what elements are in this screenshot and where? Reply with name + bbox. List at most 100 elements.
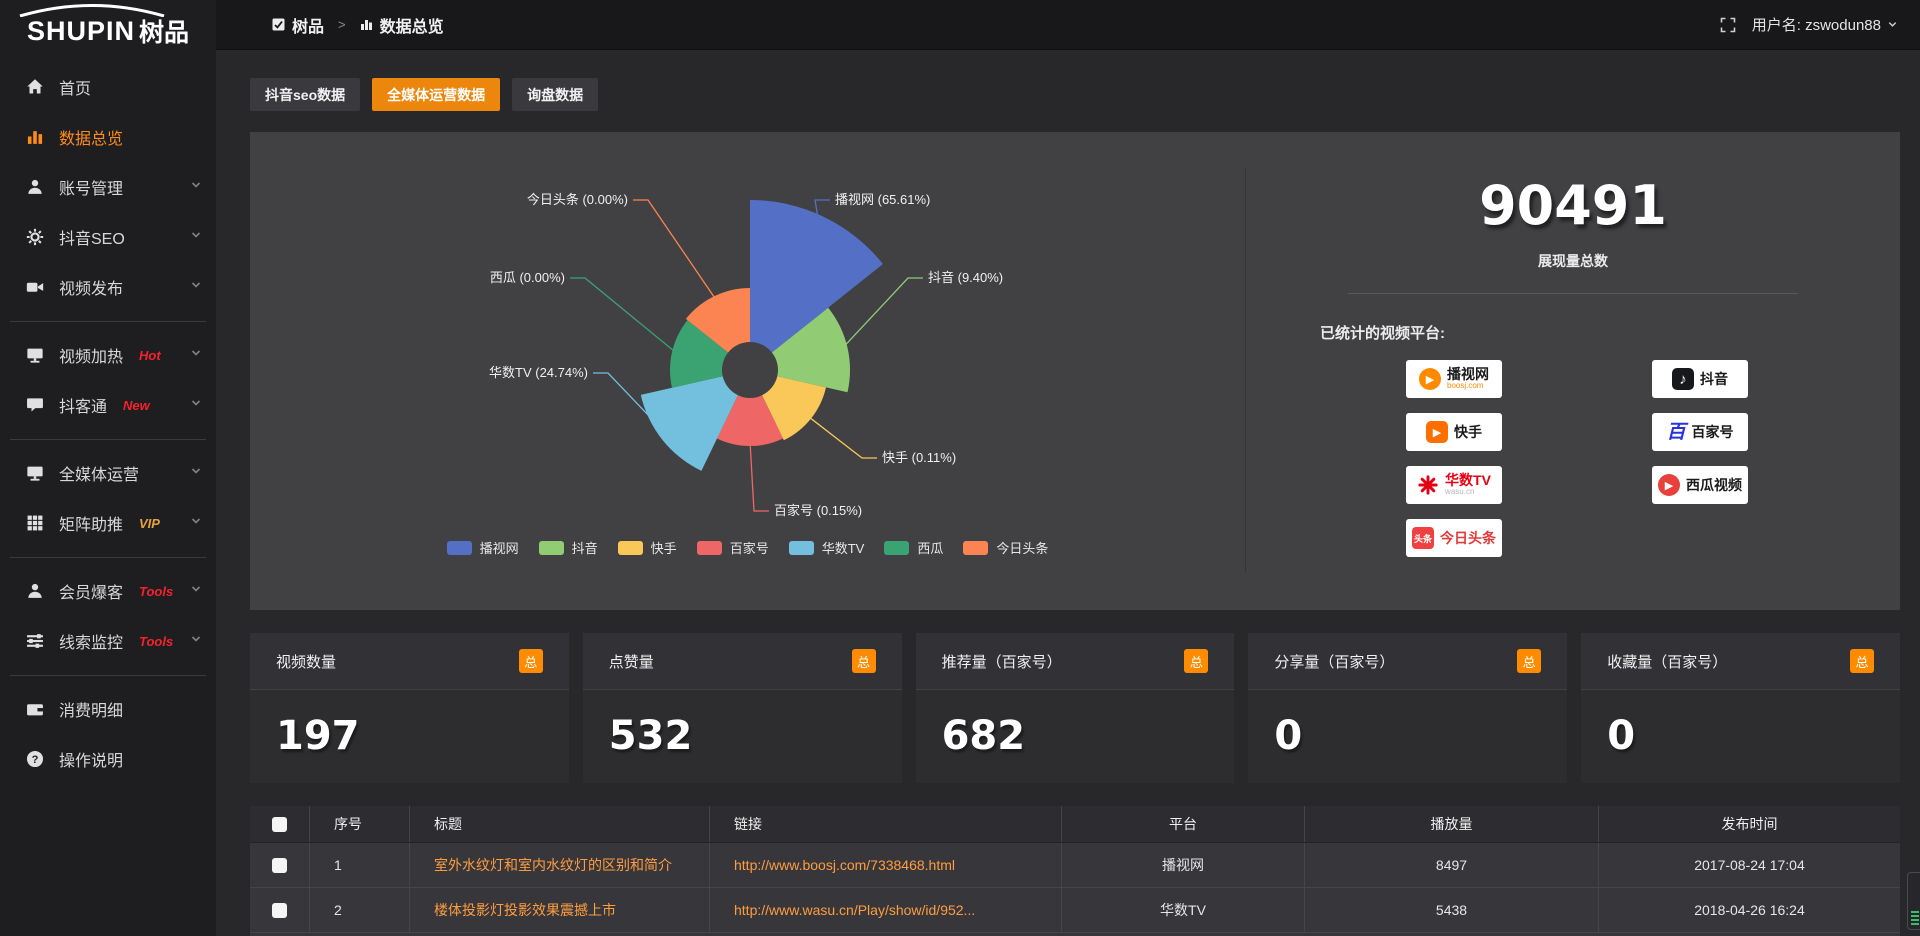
table-header-platform: 平台 — [1062, 806, 1305, 842]
wallet-icon — [26, 700, 44, 718]
platform-column: ▶ 播视网 boosj.com ▶ 快手 华数TV wasu.cn 头条 今日头条 — [1406, 360, 1502, 557]
legend-item-华数TV[interactable]: 华数TV — [788, 538, 864, 557]
select-all-checkbox[interactable] — [272, 816, 287, 832]
platform-name: 华数TV — [1445, 472, 1491, 489]
tab-bar: 抖音seo数据 全媒体运营数据 询盘数据 — [250, 78, 599, 111]
video-icon — [26, 278, 44, 296]
platform-badge-baijiahao: 百百家号 — [1652, 413, 1748, 451]
sidebar-item-media-operation[interactable]: 全媒体运营 — [0, 448, 216, 498]
table-row: 2 楼体投影灯投影效果震撼上市 http://www.wasu.cn/Play/sh… — [250, 887, 1900, 932]
legend-swatch — [696, 540, 722, 555]
summary-divider — [1348, 293, 1798, 294]
legend-swatch — [617, 540, 643, 555]
sidebar-item-label: 账号管理 — [59, 181, 124, 198]
sidebar-item-matrix-boost[interactable]: 矩阵助推 VIP — [0, 498, 216, 548]
cell-title[interactable]: 室外水纹灯和室内水纹灯的区别和简介 — [410, 843, 710, 887]
tab-douyin-seo-data[interactable]: 抖音seo数据 — [250, 78, 361, 111]
platform-badge-boosj: ▶ 播视网 boosj.com — [1406, 360, 1502, 398]
pie-slice-华数TV[interactable] — [640, 376, 738, 471]
sidebar-item-consumption-detail[interactable]: 消费明细 — [0, 684, 216, 734]
legend-label: 抖音 — [571, 541, 598, 556]
cell-link[interactable]: http://www.boosj.com/7338468.html — [710, 843, 1062, 887]
app-square-icon — [272, 18, 285, 31]
cell-plays: 8497 — [1305, 843, 1599, 887]
sidebar-item-video-heat[interactable]: 视频加热 Hot — [0, 330, 216, 380]
breadcrumb-current[interactable]: 数据总览 — [379, 18, 444, 36]
chevron-down-icon — [190, 396, 202, 414]
total-impressions-value: 90491 — [1479, 174, 1667, 237]
platform-share-chart: 播视网 (65.61%) 抖音 (9.40%) 快手 (0.11%) 百家号 (0.1… — [250, 132, 1245, 610]
sidebar-item-data-overview[interactable]: 数据总览 — [0, 112, 216, 162]
pie-label-line — [806, 415, 877, 459]
sidebar-item-video-publish[interactable]: 视频发布 — [0, 262, 216, 312]
cell-num: 2 — [310, 888, 410, 932]
stat-card-share-count: 分享量（百家号） 总 0 — [1248, 633, 1568, 783]
legend-swatch — [963, 540, 989, 555]
fullscreen-icon[interactable] — [1720, 17, 1736, 33]
stat-card-value: 532 — [608, 713, 693, 759]
row-checkbox[interactable] — [272, 902, 287, 918]
xigua-logo-icon: ▶ — [1658, 474, 1680, 496]
table-header-plays: 播放量 — [1305, 806, 1599, 842]
sidebar-item-label: 视频加热 — [59, 349, 124, 366]
cell-time: 2018-04-26 16:24 — [1694, 902, 1805, 918]
sidebar-item-member-baoke[interactable]: 会员爆客 Tools — [0, 566, 216, 616]
legend-item-播视网[interactable]: 播视网 — [446, 538, 519, 557]
row-checkbox[interactable] — [272, 857, 287, 873]
sidebar-item-instructions[interactable]: ? 操作说明 — [0, 734, 216, 784]
legend-item-抖音[interactable]: 抖音 — [538, 538, 598, 557]
legend-label: 快手 — [650, 541, 677, 556]
cell-title[interactable]: 楼体投影灯投影效果震撼上市 — [410, 888, 710, 932]
sidebar-item-douyin-seo[interactable]: 抖音SEO — [0, 212, 216, 262]
pie-slice-抖音[interactable] — [771, 307, 851, 393]
sidebar-menu: 首页数据总览账号管理抖音SEO 视频发布视频加热 Hot 抖客通 New 全媒体运营矩阵助… — [0, 62, 216, 784]
chevron-down-icon — [190, 228, 202, 246]
sidebar-item-label: 视频发布 — [59, 281, 124, 298]
sidebar-item-tag: Hot — [139, 347, 161, 363]
pie-slice-百家号[interactable] — [717, 395, 783, 447]
cell-platform: 华数TV — [1062, 888, 1305, 932]
breadcrumb-root[interactable]: 树品 — [292, 18, 325, 36]
platform-badge-grid: ▶ 播视网 boosj.com ▶ 快手 华数TV wasu.cn 头条 今日头条 ♪ 抖音百百家号… — [1406, 360, 1900, 557]
stat-card-header: 视频数量 总 — [250, 633, 569, 690]
cell-plays: 5438 — [1305, 888, 1599, 932]
stat-card-header: 推荐量（百家号） 总 — [915, 633, 1235, 690]
platform-name: 快手 — [1454, 424, 1482, 440]
user-dropdown[interactable]: 用户名: zswodun88 — [1752, 14, 1898, 35]
pie-label-line — [814, 199, 830, 227]
legend-item-西瓜[interactable]: 西瓜 — [884, 538, 943, 557]
sidebar-item-douketong[interactable]: 抖客通 New — [0, 380, 216, 430]
platform-badge-xigua: ▶ 西瓜视频 — [1652, 466, 1748, 504]
cell-time: 2017-08-24 17:04 — [1694, 857, 1805, 873]
platform-sub: wasu.cn — [1445, 487, 1475, 497]
toutiao-logo-icon: 头条 — [1412, 527, 1434, 549]
pie-slice-今日头条[interactable] — [685, 288, 750, 353]
sidebar-item-label: 首页 — [59, 81, 92, 98]
platform-badge-douyin: ♪ 抖音 — [1652, 360, 1748, 398]
platform-column: ♪ 抖音百百家号 ▶ 西瓜视频 — [1652, 360, 1748, 557]
sidebar-divider — [0, 430, 216, 448]
sidebar-item-label: 线索监控 — [59, 635, 124, 652]
kuaishou-logo-icon: ▶ — [1426, 421, 1448, 443]
pie-label: 西瓜 (0.00%) — [490, 270, 565, 285]
legend-item-今日头条[interactable]: 今日头条 — [963, 538, 1048, 557]
total-impressions-label: 展现量总数 — [1538, 253, 1608, 269]
pie-label: 百家号 (0.15%) — [774, 503, 862, 518]
tab-inquiry-data[interactable]: 询盘数据 — [512, 78, 599, 111]
logo-arc — [19, 4, 165, 17]
legend-swatch — [788, 540, 814, 555]
legend-swatch — [538, 540, 564, 555]
pie-slice-播视网[interactable] — [750, 200, 883, 353]
legend-item-快手[interactable]: 快手 — [617, 538, 677, 557]
pie-slice-快手[interactable] — [762, 376, 826, 441]
legend-item-百家号[interactable]: 百家号 — [696, 538, 769, 557]
pie-slice-西瓜[interactable] — [670, 320, 729, 388]
sidebar-item-label: 全媒体运营 — [59, 467, 140, 484]
floating-widget[interactable] — [1907, 872, 1920, 930]
sidebar-item-home[interactable]: 首页 — [0, 62, 216, 112]
stat-card-value: 0 — [1274, 713, 1303, 759]
sidebar-item-account-manage[interactable]: 账号管理 — [0, 162, 216, 212]
sidebar-item-clue-monitor[interactable]: 线索监控 Tools — [0, 616, 216, 666]
cell-link[interactable]: http://www.wasu.cn/Play/show/id/952... — [710, 888, 1062, 932]
tab-media-operation-data[interactable]: 全媒体运营数据 — [372, 78, 501, 111]
